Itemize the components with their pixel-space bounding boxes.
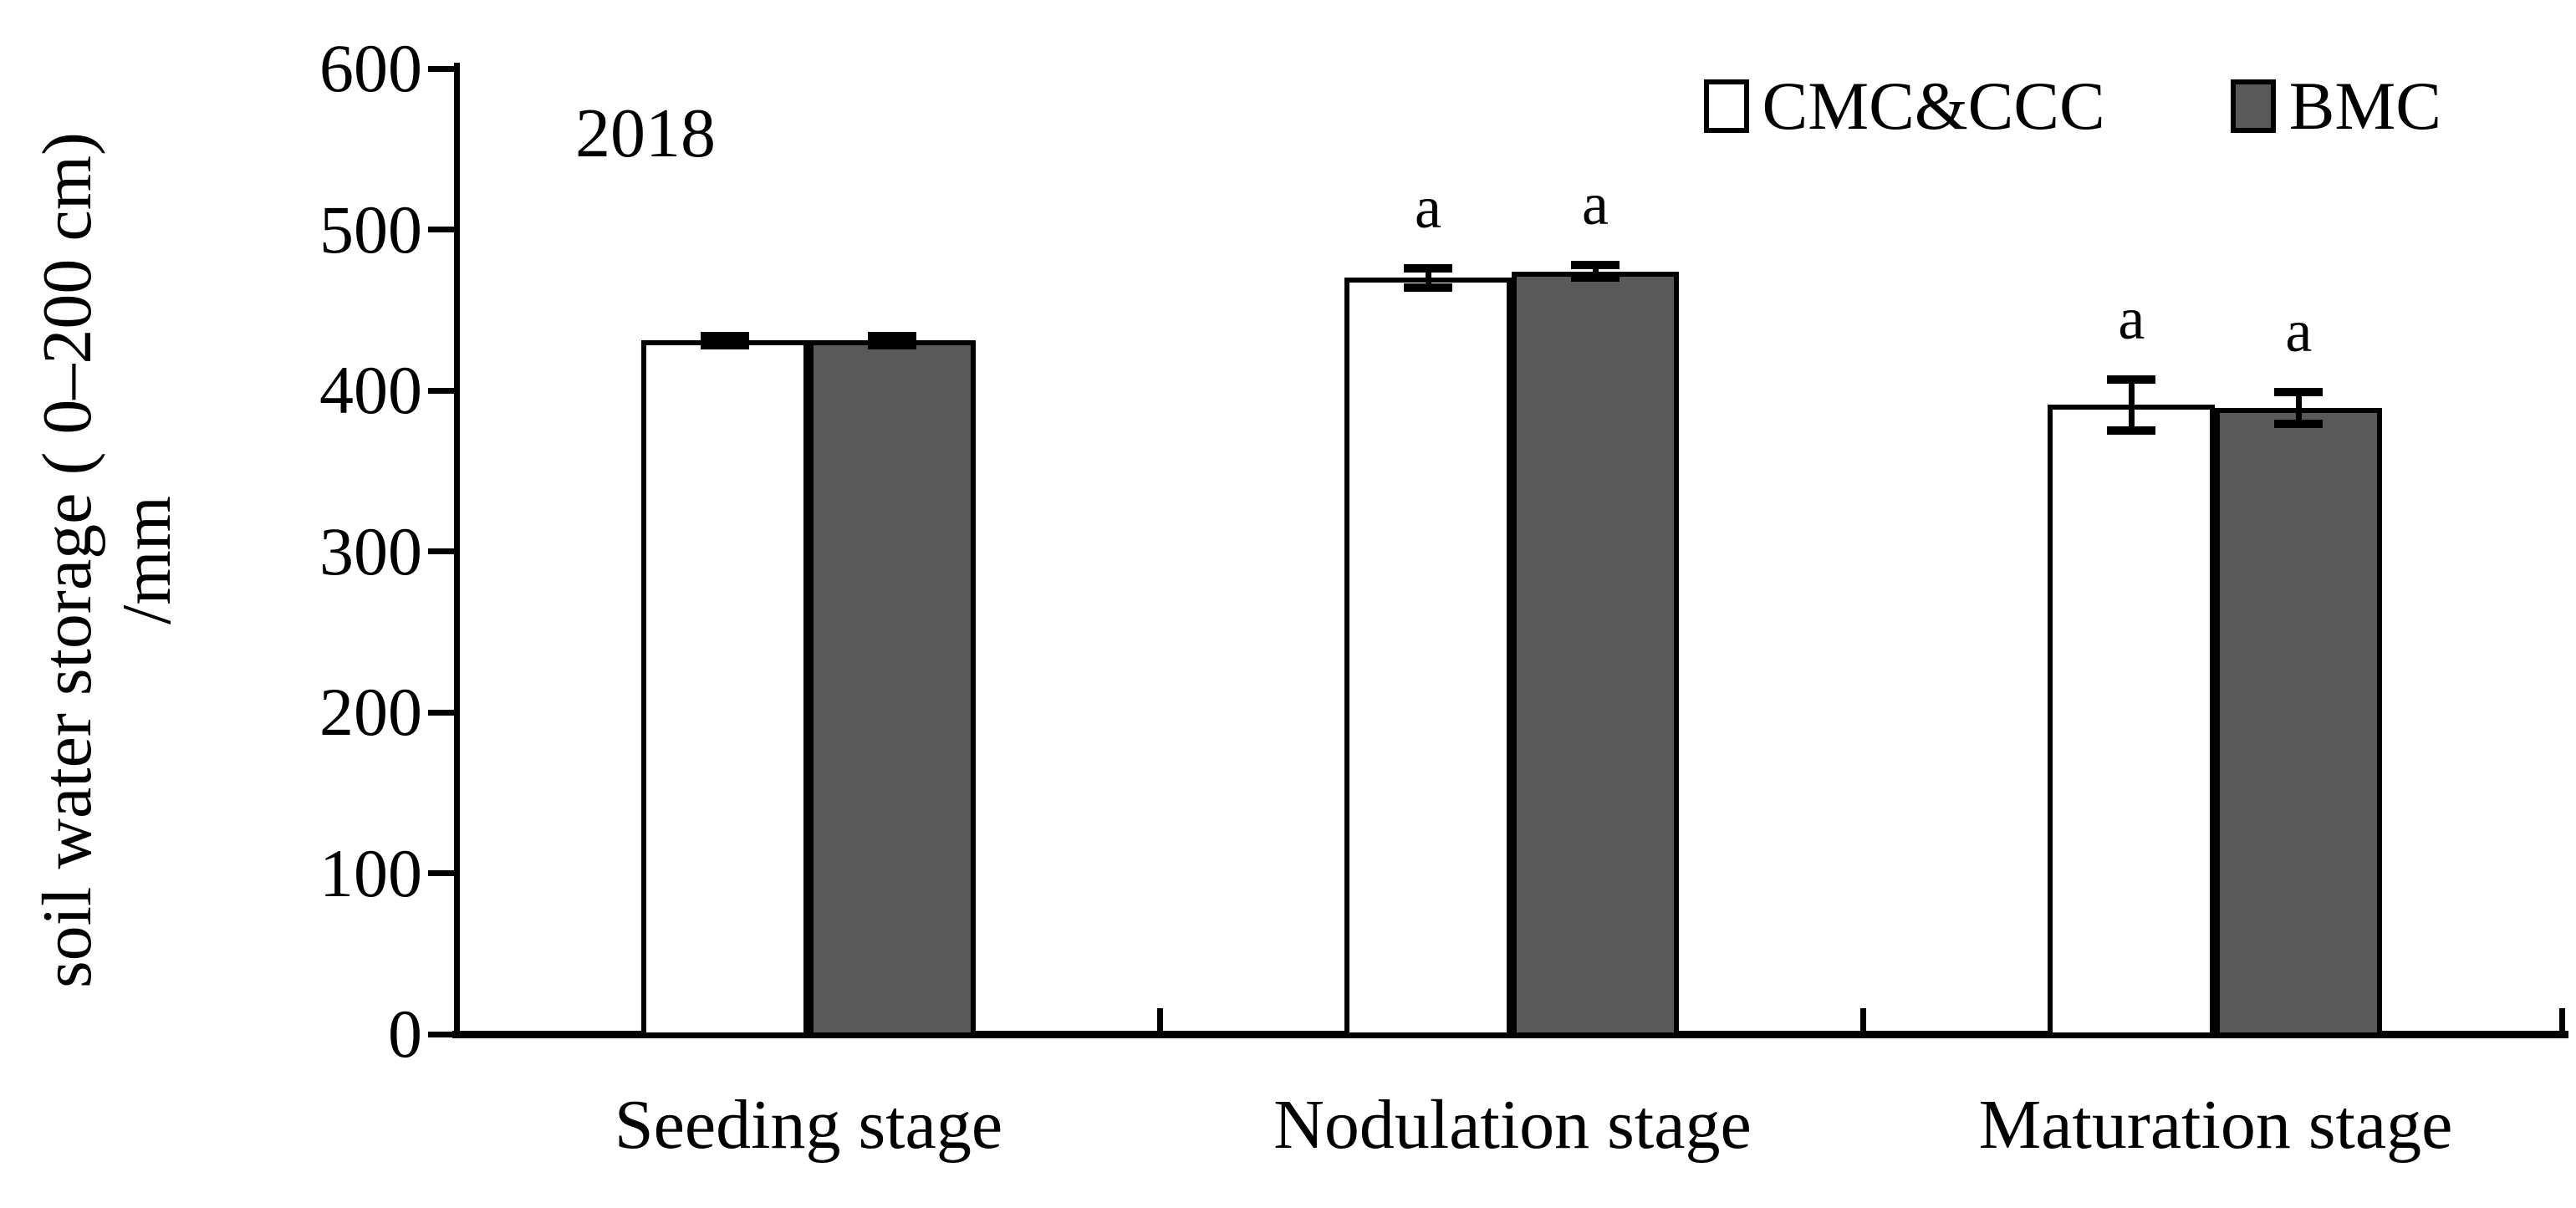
- error-bar-cap-bottom: [867, 341, 916, 350]
- y-axis-tick-500: [428, 227, 457, 232]
- error-bar-cap-top: [700, 331, 749, 340]
- error-bar-whisker: [2128, 379, 2135, 431]
- y-axis-tick-100: [428, 870, 457, 876]
- y-axis-tick-label-400: 400: [319, 352, 422, 428]
- y-axis-tick-label-0: 0: [388, 996, 422, 1072]
- y-axis-tick-400: [428, 387, 457, 394]
- legend-item-bmc: BMC: [2230, 68, 2441, 144]
- y-axis-tick-label-200: 200: [319, 674, 422, 750]
- y-axis-tick-label-500: 500: [319, 191, 422, 268]
- legend-item-cmc-ccc: CMC&CCC: [1703, 68, 2105, 144]
- y-axis-title-line1: soil water storage ( 0–200 cm): [28, 131, 106, 989]
- error-bar-cap-top: [1571, 260, 1620, 269]
- y-axis-line: [454, 63, 460, 1037]
- bar-bmc-3: [2215, 408, 2383, 1037]
- y-axis-tick-600: [428, 65, 457, 72]
- error-bar-cap-top: [867, 331, 916, 340]
- error-bar-whisker: [1425, 268, 1431, 288]
- x-axis-tick-3: [2559, 1008, 2565, 1032]
- category-label-maturation-stage: Maturation stage: [1978, 1086, 2453, 1164]
- bar-bmc-2: [1512, 271, 1679, 1037]
- category-label-seeding-stage: Seeding stage: [614, 1086, 1003, 1164]
- error-bar-cap-bottom: [2274, 420, 2324, 429]
- category-label-nodulation-stage: Nodulation stage: [1273, 1086, 1752, 1164]
- significance-label: a: [1415, 173, 1441, 241]
- legend-swatch-bmc-icon: [2230, 79, 2276, 133]
- error-bar-whisker: [1592, 264, 1599, 278]
- error-bar-whisker: [722, 335, 728, 346]
- error-bar-cap-bottom: [2107, 426, 2156, 436]
- y-axis-tick-0: [428, 1031, 457, 1037]
- bar-bmc-1: [808, 340, 976, 1037]
- error-bar-cap-bottom: [1571, 273, 1620, 283]
- x-axis-tick-1: [1156, 1008, 1163, 1032]
- bar-cmc-ccc-3: [2048, 405, 2216, 1037]
- error-bar-cap-top: [2274, 387, 2324, 396]
- error-bar-cap-top: [1404, 263, 1452, 273]
- significance-label: a: [2118, 284, 2145, 352]
- significance-label: a: [1582, 170, 1609, 237]
- x-axis-tick-2: [1860, 1008, 1867, 1032]
- significance-label: a: [2285, 297, 2313, 364]
- error-bar-cap-bottom: [1404, 283, 1452, 292]
- bar-cmc-ccc-2: [1344, 278, 1512, 1037]
- legend: CMC&CCC BMC: [1703, 68, 2441, 144]
- legend-label-bmc: BMC: [2288, 68, 2441, 144]
- error-bar-whisker: [889, 335, 895, 346]
- y-axis-tick-label-300: 300: [319, 512, 422, 589]
- legend-swatch-cmc-ccc-icon: [1703, 79, 1749, 133]
- y-axis-tick-label-600: 600: [319, 30, 422, 106]
- y-axis-tick-300: [428, 548, 457, 554]
- y-axis-tick-label-100: 100: [319, 834, 422, 911]
- error-bar-whisker: [2295, 391, 2302, 425]
- bar-cmc-ccc-1: [640, 340, 809, 1037]
- error-bar-cap-bottom: [700, 341, 749, 350]
- error-bar-cap-top: [2107, 375, 2156, 384]
- y-axis-tick-200: [428, 709, 457, 716]
- year-annotation: 2018: [575, 94, 716, 172]
- legend-label-cmc-ccc: CMC&CCC: [1762, 68, 2105, 144]
